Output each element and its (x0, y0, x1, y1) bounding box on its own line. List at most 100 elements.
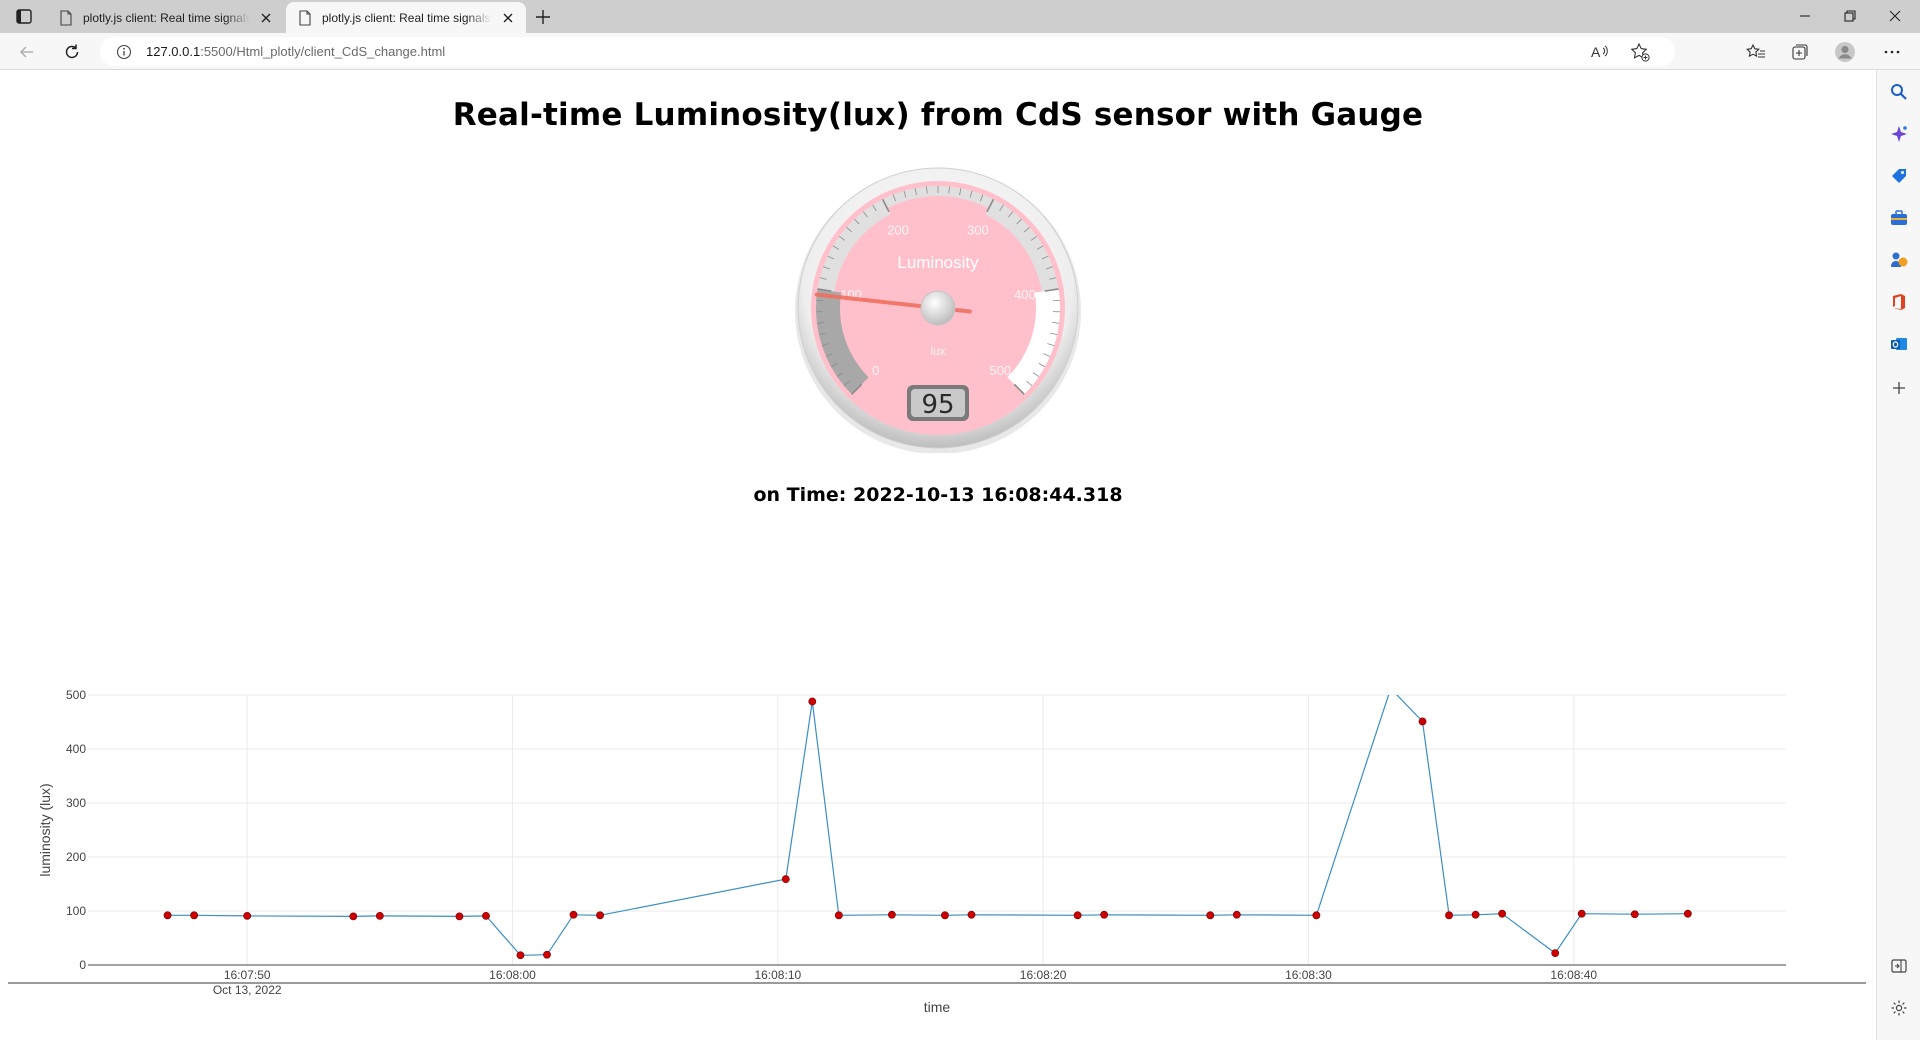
close-window-icon[interactable] (1884, 6, 1906, 26)
info-icon[interactable] (116, 44, 132, 60)
data-point[interactable] (834, 911, 843, 920)
data-point[interactable] (455, 912, 464, 921)
page-divider (8, 982, 1866, 984)
data-point[interactable] (1418, 717, 1427, 726)
svg-text:A: A (1591, 44, 1601, 60)
sidebar-split-button[interactable] (1887, 954, 1911, 978)
plus-icon[interactable] (533, 7, 553, 27)
data-point[interactable] (1498, 909, 1507, 918)
refresh-icon (65, 44, 79, 59)
search-icon (1891, 84, 1907, 100)
gauge-minor-tick (832, 245, 840, 250)
data-point[interactable] (1551, 949, 1560, 958)
y-tick-label: 300 (66, 796, 86, 810)
data-point[interactable] (596, 911, 604, 920)
profile-button[interactable] (1833, 40, 1857, 64)
data-point[interactable] (1577, 909, 1586, 918)
data-point[interactable] (1206, 911, 1215, 920)
restore-icon[interactable] (1839, 6, 1861, 26)
data-point[interactable] (163, 911, 172, 920)
data-point[interactable] (1683, 909, 1692, 918)
sidebar-shopping-button[interactable] (1887, 164, 1911, 188)
url-text[interactable]: 127.0.0.1:5500/Html_plotly/client_CdS_ch… (146, 44, 445, 59)
x-tick-label: 16:08:40 (1550, 968, 1597, 982)
sidebar-games-button[interactable] (1887, 248, 1911, 272)
data-point[interactable] (482, 911, 490, 920)
close-icon[interactable] (500, 10, 516, 26)
data-point[interactable] (349, 912, 358, 921)
data-point[interactable] (1630, 910, 1639, 919)
data-point[interactable] (516, 951, 525, 960)
gauge-major-tick (1044, 288, 1059, 292)
tab-actions-icon[interactable] (12, 6, 36, 28)
data-point[interactable] (1232, 910, 1241, 919)
data-point[interactable] (543, 950, 551, 959)
sidebar-add-button[interactable] (1887, 376, 1911, 400)
gauge-minor-tick (948, 186, 950, 194)
data-point[interactable] (243, 911, 252, 920)
more-button[interactable] (1880, 40, 1904, 64)
data-point[interactable] (967, 910, 976, 919)
gauge-minor-tick (1047, 343, 1055, 347)
data-point[interactable] (1445, 911, 1453, 920)
gauge-minor-tick (1043, 353, 1051, 357)
y-tick-label: 200 (66, 850, 86, 864)
gauge-minor-tick (1023, 227, 1030, 233)
sidebar-copilot-button[interactable] (1887, 122, 1911, 146)
gauge-minor-tick (999, 204, 1004, 212)
gauge-major-tick (1013, 383, 1025, 395)
y-axis-title: luminosity (lux) (37, 783, 53, 876)
gauge-minor-tick (979, 194, 984, 202)
address-bar[interactable]: 127.0.0.1:5500/Html_plotly/client_CdS_ch… (100, 37, 1675, 66)
gauge-major-tick (986, 198, 995, 213)
profile-icon (1835, 42, 1855, 62)
data-point[interactable] (1312, 911, 1321, 920)
tab-1-title: plotly.js client: Real time signals from… (83, 10, 250, 25)
gauge-tick-label: 500 (989, 363, 1011, 378)
gauge-minor-tick (821, 343, 829, 347)
edge-sidebar (1876, 70, 1920, 1040)
data-point[interactable] (569, 910, 578, 919)
sidebar-settings-button[interactable] (1887, 996, 1911, 1020)
data-point[interactable] (1471, 910, 1480, 919)
gauge-minor-tick (825, 353, 833, 357)
data-point[interactable] (808, 697, 817, 706)
star-plus-icon[interactable] (1629, 41, 1651, 63)
data-point[interactable] (1100, 910, 1109, 919)
back-button[interactable] (15, 40, 39, 64)
gauge-minor-tick (816, 322, 824, 324)
data-point[interactable] (941, 911, 949, 920)
gauge-minor-tick (839, 235, 846, 241)
gauge-major-tick (881, 198, 890, 213)
gauge-tick-label: 200 (887, 223, 909, 238)
sidebar-office-button[interactable] (1887, 290, 1911, 314)
read-aloud-icon[interactable]: A (1589, 41, 1611, 63)
x-tick-label: 16:08:10 (754, 968, 801, 982)
data-point[interactable] (887, 910, 896, 919)
copilot-icon (1891, 126, 1907, 142)
data-point[interactable] (375, 911, 384, 920)
data-point[interactable] (190, 911, 199, 920)
refresh-button[interactable] (60, 40, 84, 64)
sidebar-search-button[interactable] (1887, 80, 1911, 104)
gauge-band-mid (882, 186, 994, 209)
y-tick-label: 0 (79, 958, 86, 972)
close-icon[interactable] (258, 10, 274, 26)
gauge-minor-tick (926, 186, 928, 194)
x-tick-label: 16:08:20 (1020, 968, 1067, 982)
gauge-tick-label: 400 (1014, 287, 1036, 302)
data-point[interactable] (781, 875, 790, 884)
collections-button[interactable] (1788, 40, 1812, 64)
tab-2[interactable]: plotly.js client: Real time signals from… (286, 2, 526, 33)
favorites-button[interactable] (1744, 40, 1768, 64)
gauge-band-high (1007, 288, 1060, 395)
tab-1[interactable]: plotly.js client: Real time signals from… (47, 2, 284, 33)
data-point[interactable] (1073, 911, 1082, 920)
minimize-icon[interactable] (1794, 6, 1816, 26)
gauge-minor-tick (830, 363, 838, 368)
gauge-band-lower-mid (817, 199, 891, 292)
sidebar-outlook-button[interactable] (1887, 332, 1911, 356)
games-icon (1891, 252, 1908, 267)
sidebar-tools-button[interactable] (1887, 206, 1911, 230)
